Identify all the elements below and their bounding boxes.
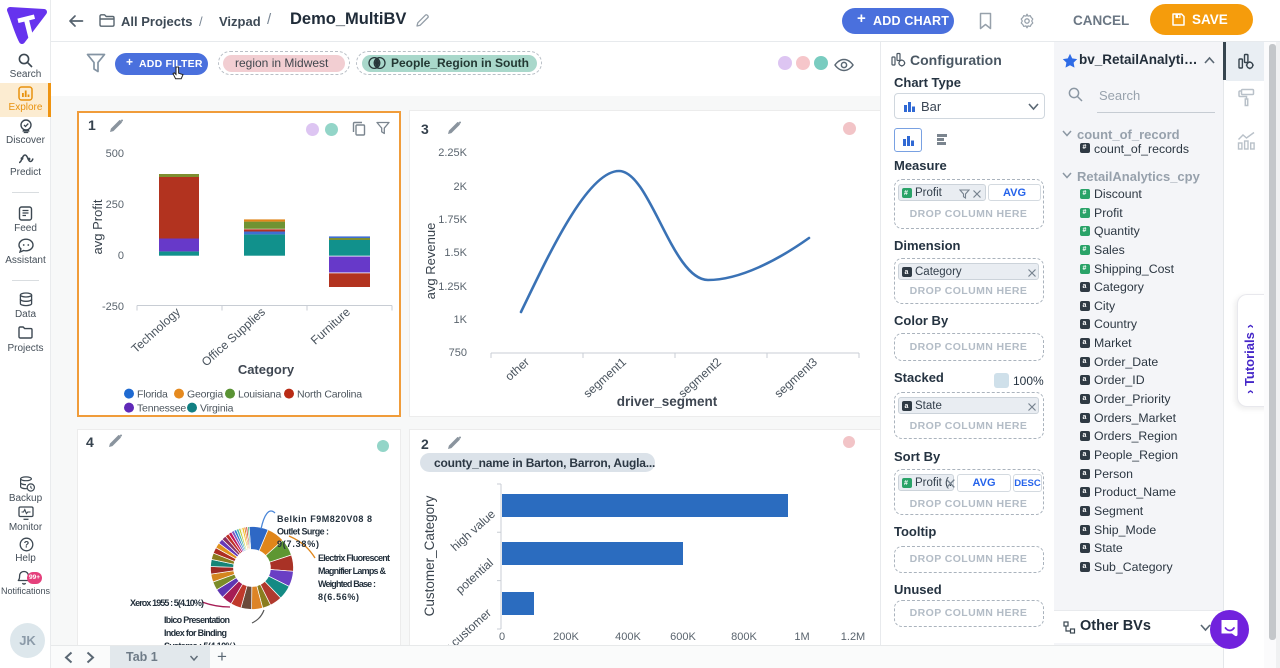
svg-text:Electrix Fluorescent: Electrix Fluorescent	[318, 553, 390, 563]
svg-text:Ibico Presentation: Ibico Presentation	[164, 615, 230, 625]
svg-text:avg Revenue: avg Revenue	[423, 223, 438, 300]
svg-text:Office Supplies: Office Supplies	[199, 305, 268, 369]
svg-text:2K: 2K	[454, 181, 468, 193]
svg-text:segment3: segment3	[771, 355, 820, 401]
svg-text:Tennessee: Tennessee	[137, 403, 186, 415]
svg-text:other: other	[502, 355, 532, 384]
svg-text:1.5K: 1.5K	[444, 247, 467, 259]
svg-text:Customer_Category: Customer_Category	[422, 495, 437, 616]
svg-text:?: ?	[24, 540, 30, 550]
svg-text:-250: -250	[102, 301, 124, 313]
svg-text:250: 250	[106, 199, 124, 211]
svg-text:driver_segment: driver_segment	[617, 394, 718, 409]
svg-text:Systems : 5(4.10%): Systems : 5(4.10%)	[164, 641, 236, 646]
svg-text:new customer: new customer	[429, 606, 494, 646]
svg-text:0: 0	[499, 631, 505, 643]
svg-text:North Carolina: North Carolina	[297, 389, 362, 401]
svg-text:Weighted Base :: Weighted Base :	[318, 579, 376, 589]
svg-text:1M: 1M	[794, 631, 809, 643]
svg-text:Category: Category	[238, 362, 295, 377]
svg-text:1K: 1K	[454, 314, 468, 326]
svg-text:high value: high value	[448, 507, 498, 554]
svg-text:Louisiana: Louisiana	[238, 389, 282, 401]
svg-text:9(7.38%): 9(7.38%)	[277, 539, 319, 549]
svg-text:800K: 800K	[731, 631, 757, 643]
svg-text:1.2M: 1.2M	[841, 631, 865, 643]
svg-text:Florida: Florida	[137, 389, 168, 401]
svg-text:avg Profit: avg Profit	[90, 199, 105, 254]
svg-text:1.25K: 1.25K	[438, 281, 467, 293]
svg-text:Georgia: Georgia	[187, 389, 223, 401]
svg-text:500: 500	[106, 148, 124, 160]
svg-text:Xerox 1955 : 5(4.10%): Xerox 1955 : 5(4.10%)	[130, 598, 204, 608]
svg-text:Virginia: Virginia	[200, 403, 234, 415]
svg-text:Belkin F9M820V08 8: Belkin F9M820V08 8	[277, 514, 372, 524]
svg-text:8(6.56%): 8(6.56%)	[318, 592, 359, 602]
svg-text:potential: potential	[453, 556, 496, 597]
svg-text:600K: 600K	[670, 631, 696, 643]
svg-text:Furniture: Furniture	[308, 305, 353, 348]
svg-text:Index for Binding: Index for Binding	[164, 628, 227, 638]
svg-text:2.25K: 2.25K	[438, 147, 467, 159]
svg-text:Magnifier Lamps &: Magnifier Lamps &	[318, 566, 387, 576]
svg-text:200K: 200K	[553, 631, 579, 643]
svg-text:Outlet Surge :: Outlet Surge :	[277, 527, 329, 537]
svg-text:750: 750	[449, 347, 467, 359]
svg-text:0: 0	[118, 250, 124, 262]
svg-text:400K: 400K	[615, 631, 641, 643]
svg-text:Technology: Technology	[129, 305, 183, 356]
svg-text:1.75K: 1.75K	[438, 214, 467, 226]
